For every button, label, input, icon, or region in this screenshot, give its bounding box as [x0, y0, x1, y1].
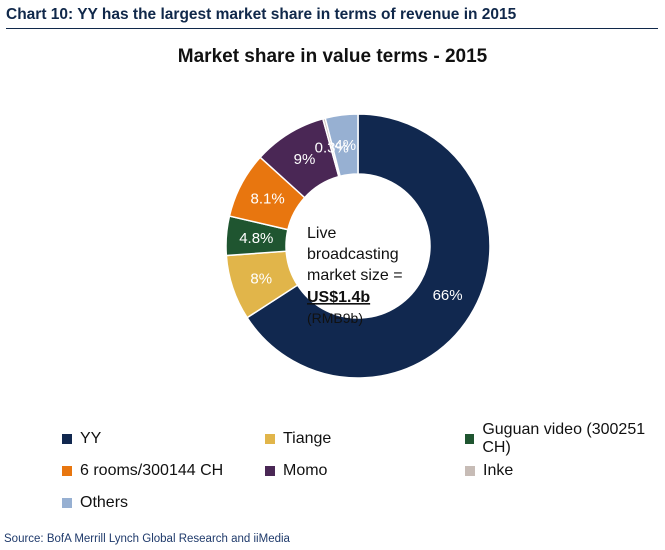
slice-label: 66% [433, 287, 463, 304]
legend-label: Momo [283, 462, 328, 479]
slice-label: 0.3% [315, 139, 349, 156]
legend-swatch [465, 466, 475, 476]
center-label-line-1: Live [307, 225, 336, 242]
center-label-sub: (RMB9b) [307, 310, 363, 326]
slice-label: 4.8% [239, 230, 273, 247]
legend-swatch [265, 466, 275, 476]
center-label-value: US$1.4b [307, 289, 370, 306]
slice-label: 8% [250, 270, 272, 287]
exhibit-title: Chart 10: YY has the largest market shar… [6, 6, 658, 29]
center-label-line-2: broadcasting [307, 246, 399, 263]
legend-swatch [62, 498, 72, 508]
donut-chart: 66%8%4.8%8.1%9%0.3%4% Live broadcasting … [225, 113, 491, 379]
legend-item: Momo [265, 461, 327, 481]
legend-label: Inke [483, 462, 514, 479]
legend-item: 6 rooms/300144 CH [62, 461, 223, 481]
slice-label: 8.1% [251, 191, 285, 208]
legend-swatch [62, 434, 72, 444]
center-label-line-3: market size = [307, 267, 403, 284]
legend-label: 6 rooms/300144 CH [80, 462, 224, 479]
source-note: Source: BofA Merrill Lynch Global Resear… [4, 533, 290, 545]
slice-yy [246, 113, 491, 379]
legend-item: Tiange [265, 429, 331, 449]
legend-item: YY [62, 429, 101, 449]
slice-label: 4% [334, 137, 356, 154]
legend-item: Others [62, 493, 128, 513]
slice-others [324, 113, 359, 178]
chart-title: Market share in value terms - 2015 [177, 46, 488, 67]
legend-swatch [465, 434, 475, 444]
legend-label: Tiange [283, 430, 332, 447]
legend-swatch [265, 434, 275, 444]
legend-label: Others [80, 494, 129, 511]
legend-swatch [62, 466, 72, 476]
legend-label: Guguan video (300251 CH) [482, 421, 646, 456]
legend-item: Inke [465, 461, 513, 481]
legend-item: Guguan video (300251 CH) [465, 421, 665, 456]
legend-label: YY [80, 430, 102, 447]
slice-label: 9% [294, 151, 316, 168]
